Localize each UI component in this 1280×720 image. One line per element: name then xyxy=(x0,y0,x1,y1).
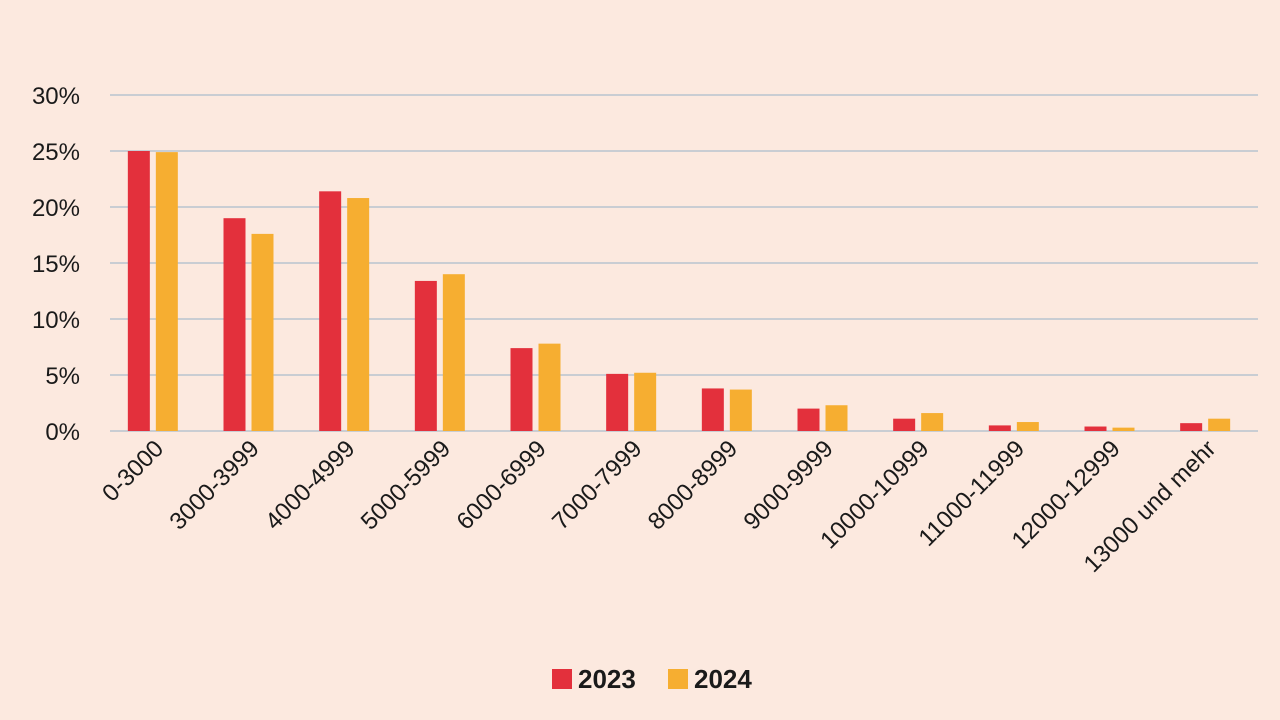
y-tick-label: 5% xyxy=(45,363,80,390)
bar-2023-4 xyxy=(510,348,533,431)
x-tick-label: 3000-3999 xyxy=(164,435,264,535)
bar-2024-5 xyxy=(634,372,657,431)
y-tick-label: 30% xyxy=(32,83,80,110)
bar-2024-8 xyxy=(921,413,944,431)
legend: 2023 2024 xyxy=(552,664,752,694)
bar-2023-10 xyxy=(1084,426,1107,431)
legend-label-2024: 2024 xyxy=(694,664,752,694)
y-tick-label: 15% xyxy=(32,251,80,278)
x-tick-label: 8000-8999 xyxy=(643,435,743,535)
grid xyxy=(110,94,1258,432)
bar-2024-9 xyxy=(1016,422,1039,431)
legend-swatch-2023 xyxy=(552,669,572,689)
x-tick-label: 7000-7999 xyxy=(547,435,647,535)
legend-swatch-2024 xyxy=(668,669,688,689)
bars xyxy=(127,151,1231,431)
x-tick-label: 0-3000 xyxy=(97,435,169,507)
x-tick-label: 9000-9999 xyxy=(738,435,838,535)
y-tick-label: 20% xyxy=(32,195,80,222)
bar-2023-3 xyxy=(414,280,437,431)
bar-2024-1 xyxy=(251,233,274,431)
bar-2023-7 xyxy=(797,408,820,431)
bar-2024-10 xyxy=(1112,427,1135,431)
bar-2024-3 xyxy=(442,274,465,431)
bar-2023-2 xyxy=(319,191,342,431)
x-axis: 0-30003000-39994000-49995000-59996000-69… xyxy=(97,435,1221,578)
bar-2024-11 xyxy=(1208,418,1231,431)
y-axis: 0% 5% 10% 15% 20% 25% 30% xyxy=(32,83,80,446)
bar-2023-1 xyxy=(223,218,246,431)
bar-2023-5 xyxy=(606,373,629,431)
bar-2024-6 xyxy=(729,389,752,431)
legend-label-2023: 2023 xyxy=(578,664,636,694)
bar-2023-6 xyxy=(701,388,724,431)
bar-2023-9 xyxy=(988,425,1011,431)
y-tick-label: 0% xyxy=(45,419,80,446)
bar-2023-11 xyxy=(1180,423,1203,431)
x-tick-label: 6000-6999 xyxy=(451,435,551,535)
x-tick-label: 5000-5999 xyxy=(356,435,456,535)
bar-2024-2 xyxy=(347,198,370,431)
bar-2024-7 xyxy=(825,405,848,431)
bar-2024-4 xyxy=(538,343,561,431)
y-tick-label: 10% xyxy=(32,307,80,334)
bar-2023-0 xyxy=(127,151,150,431)
bar-2024-0 xyxy=(155,152,178,431)
x-tick-label: 4000-4999 xyxy=(260,435,360,535)
y-tick-label: 25% xyxy=(32,139,80,166)
bar-2023-8 xyxy=(893,418,916,431)
